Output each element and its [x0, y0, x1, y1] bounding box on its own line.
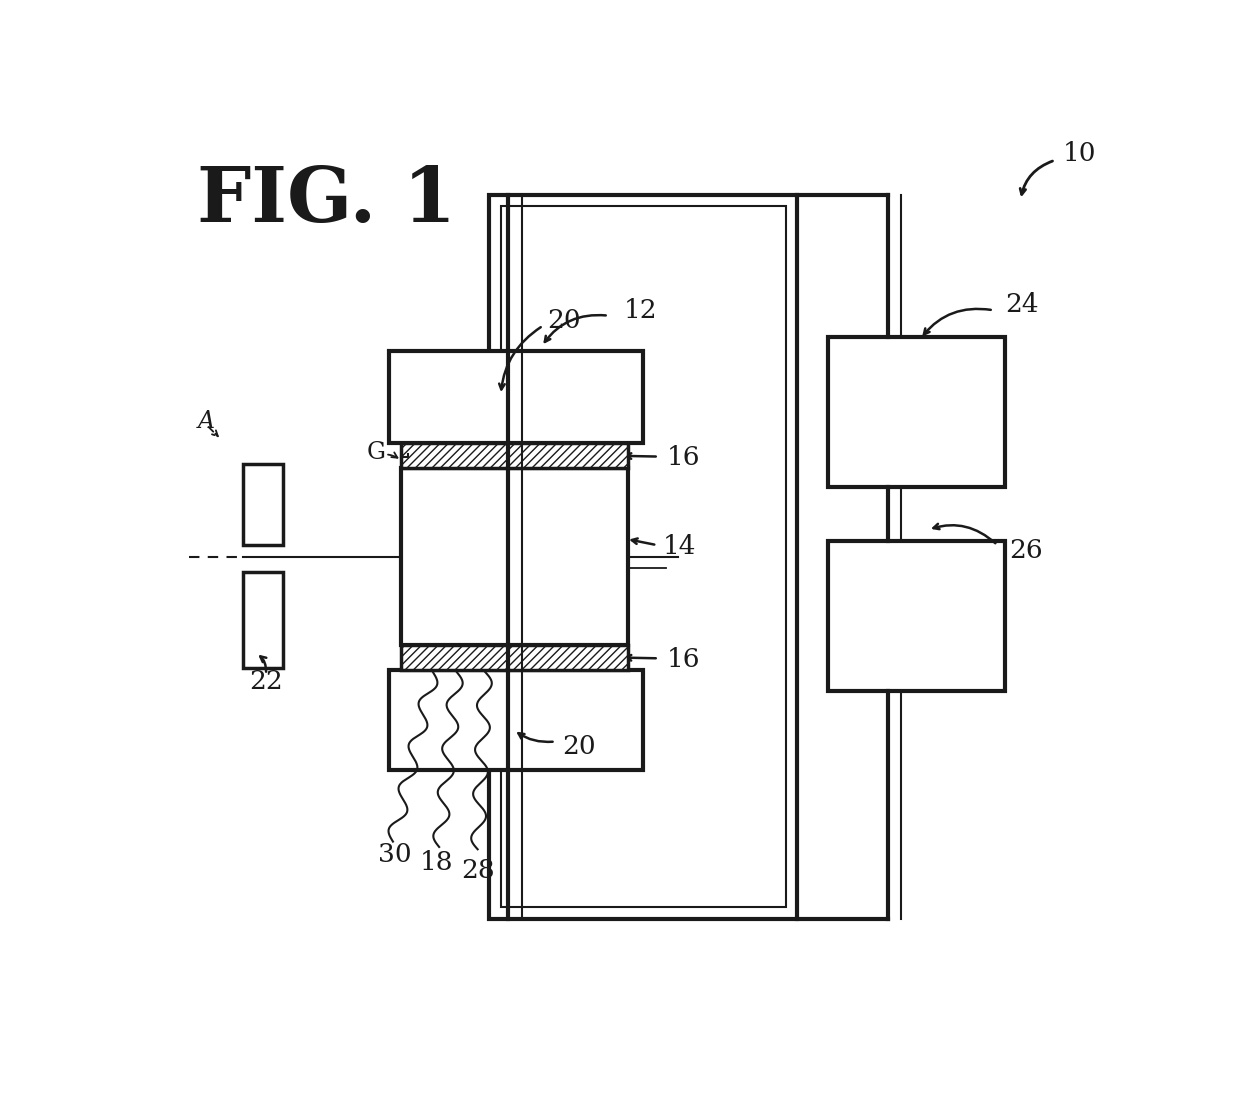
Text: 20: 20	[547, 308, 580, 332]
Bar	[389, 351, 644, 443]
Bar	[490, 195, 797, 918]
Text: FIG. 1: FIG. 1	[197, 163, 455, 238]
Text: 30: 30	[378, 842, 412, 867]
Text: 24: 24	[1006, 293, 1039, 317]
Bar	[401, 645, 627, 670]
Text: 26: 26	[1009, 538, 1043, 563]
Text: 16: 16	[666, 646, 699, 671]
Text: G: G	[367, 441, 386, 464]
Bar	[243, 572, 283, 668]
Bar	[243, 464, 283, 545]
Bar	[401, 443, 627, 468]
Bar	[401, 468, 627, 645]
Text: 22: 22	[249, 669, 283, 694]
Bar	[828, 337, 1006, 487]
Text: 14: 14	[662, 534, 696, 559]
Bar	[501, 206, 786, 907]
Text: 16: 16	[666, 445, 699, 470]
Bar	[828, 541, 1006, 691]
Text: 28: 28	[461, 858, 495, 883]
Text: 18: 18	[420, 850, 454, 875]
Text: A: A	[197, 410, 215, 433]
Bar	[389, 670, 644, 770]
Text: 10: 10	[1063, 142, 1096, 167]
Text: 20: 20	[563, 734, 596, 759]
Text: 12: 12	[624, 297, 657, 323]
